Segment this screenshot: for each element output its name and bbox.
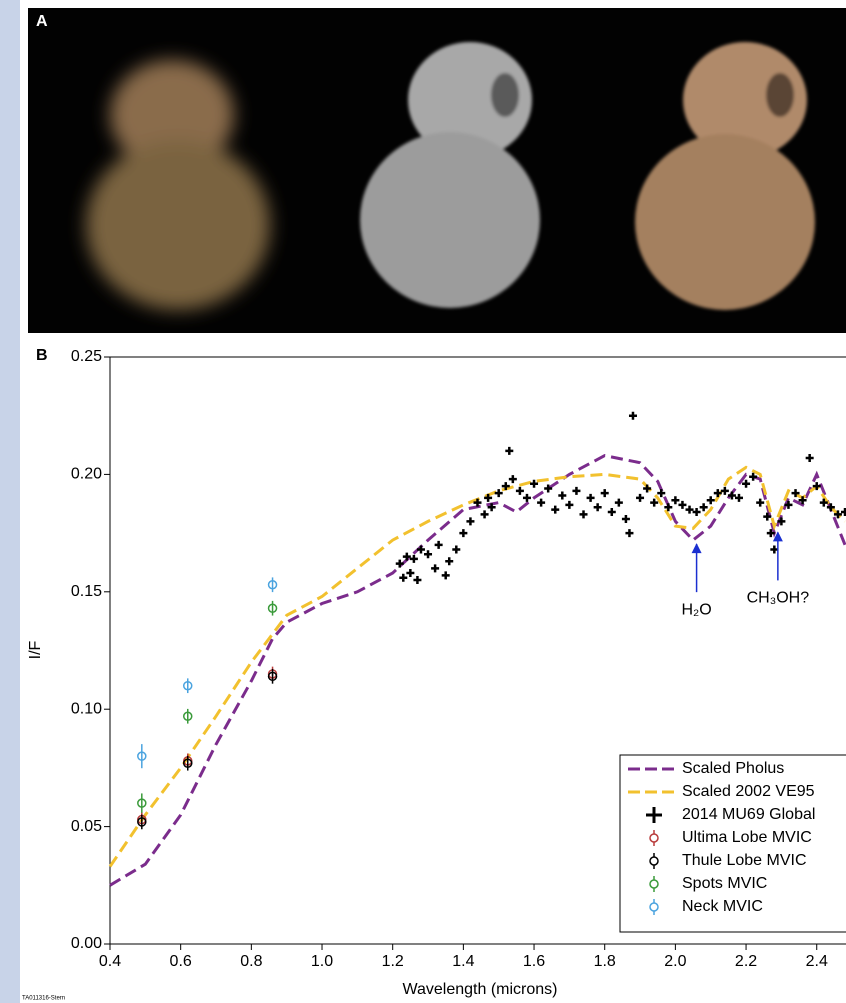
data-point (678, 501, 686, 509)
data-point (459, 529, 467, 537)
data-point (435, 541, 443, 549)
data-point (509, 475, 517, 483)
x-tick-label: 0.8 (240, 953, 262, 970)
x-tick-label: 1.6 (523, 953, 545, 970)
data-point (565, 501, 573, 509)
x-tick-label: 1.0 (311, 953, 333, 970)
data-point (481, 510, 489, 518)
data-point (735, 494, 743, 502)
data-point (551, 506, 559, 514)
data-point (523, 494, 531, 502)
credit: TA011316-Stern (22, 996, 65, 1002)
data-point (403, 553, 411, 561)
data-point (742, 480, 750, 488)
data-point (594, 503, 602, 511)
y-tick-label: 0.20 (71, 466, 102, 483)
data-point (396, 560, 404, 568)
legend-label: Ultima Lobe MVIC (682, 829, 812, 846)
legend-label: Neck MVIC (682, 898, 763, 915)
legend-swatch (650, 880, 658, 888)
data-point (558, 492, 566, 500)
data-point (657, 489, 665, 497)
figure: A B Wavelength (microns) I/F TA011316-St… (0, 0, 846, 1003)
legend-label: Scaled Pholus (682, 760, 784, 777)
annotation: CH₃OH? (747, 590, 810, 607)
x-tick-label: 1.4 (452, 953, 474, 970)
data-point (650, 499, 658, 507)
legend-label: Scaled 2002 VE95 (682, 783, 815, 800)
data-point (431, 564, 439, 572)
annotation-arrowhead (692, 543, 702, 553)
x-tick-label: 1.2 (382, 953, 404, 970)
data-point (537, 499, 545, 507)
x-axis-label: Wavelength (microns) (402, 981, 557, 998)
data-point (516, 487, 524, 495)
data-point (625, 529, 633, 537)
data-point (686, 506, 694, 514)
data-point (587, 494, 595, 502)
x-tick-label: 2.0 (664, 953, 686, 970)
y-tick-label: 0.10 (71, 700, 102, 717)
data-point (693, 508, 701, 516)
data-point (636, 494, 644, 502)
x-tick-label: 1.8 (594, 953, 616, 970)
annotation: H₂O (681, 601, 711, 618)
data-point (417, 546, 425, 554)
y-tick-label: 0.15 (71, 583, 102, 600)
y-tick-label: 0.25 (71, 348, 102, 365)
data-point (615, 499, 623, 507)
x-tick-label: 2.4 (806, 953, 828, 970)
legend-swatch (650, 857, 658, 865)
page: A B Wavelength (microns) I/F TA011316-St… (0, 0, 846, 1003)
data-point (466, 517, 474, 525)
data-point (608, 508, 616, 516)
legend-label: 2014 MU69 Global (682, 806, 815, 823)
data-point (721, 487, 729, 495)
y-tick-label: 0.00 (71, 935, 102, 952)
data-point (671, 496, 679, 504)
data-point (445, 557, 453, 565)
data-point (756, 499, 764, 507)
legend-swatch (650, 834, 658, 842)
x-tick-label: 2.2 (735, 953, 757, 970)
x-tick-label: 0.6 (170, 953, 192, 970)
data-point (707, 496, 715, 504)
legend-swatch (650, 903, 658, 911)
y-axis-label: I/F (27, 640, 44, 659)
data-point (452, 546, 460, 554)
data-point (406, 569, 414, 577)
data-point (442, 571, 450, 579)
data-point (601, 489, 609, 497)
y-tick-label: 0.05 (71, 818, 102, 835)
data-point (580, 510, 588, 518)
data-point (495, 489, 503, 497)
data-point (700, 503, 708, 511)
panel-label: B (36, 347, 48, 364)
data-point (572, 487, 580, 495)
data-point (424, 550, 432, 558)
data-point (410, 555, 418, 563)
data-point (629, 412, 637, 420)
legend-label: Thule Lobe MVIC (682, 852, 807, 869)
data-point (806, 454, 814, 462)
data-point (413, 576, 421, 584)
x-tick-label: 0.4 (99, 953, 121, 970)
data-point (505, 447, 513, 455)
legend-label: Spots MVIC (682, 875, 767, 892)
data-point (622, 515, 630, 523)
panel-label: A (36, 13, 48, 30)
data-point (399, 574, 407, 582)
data-point (714, 489, 722, 497)
